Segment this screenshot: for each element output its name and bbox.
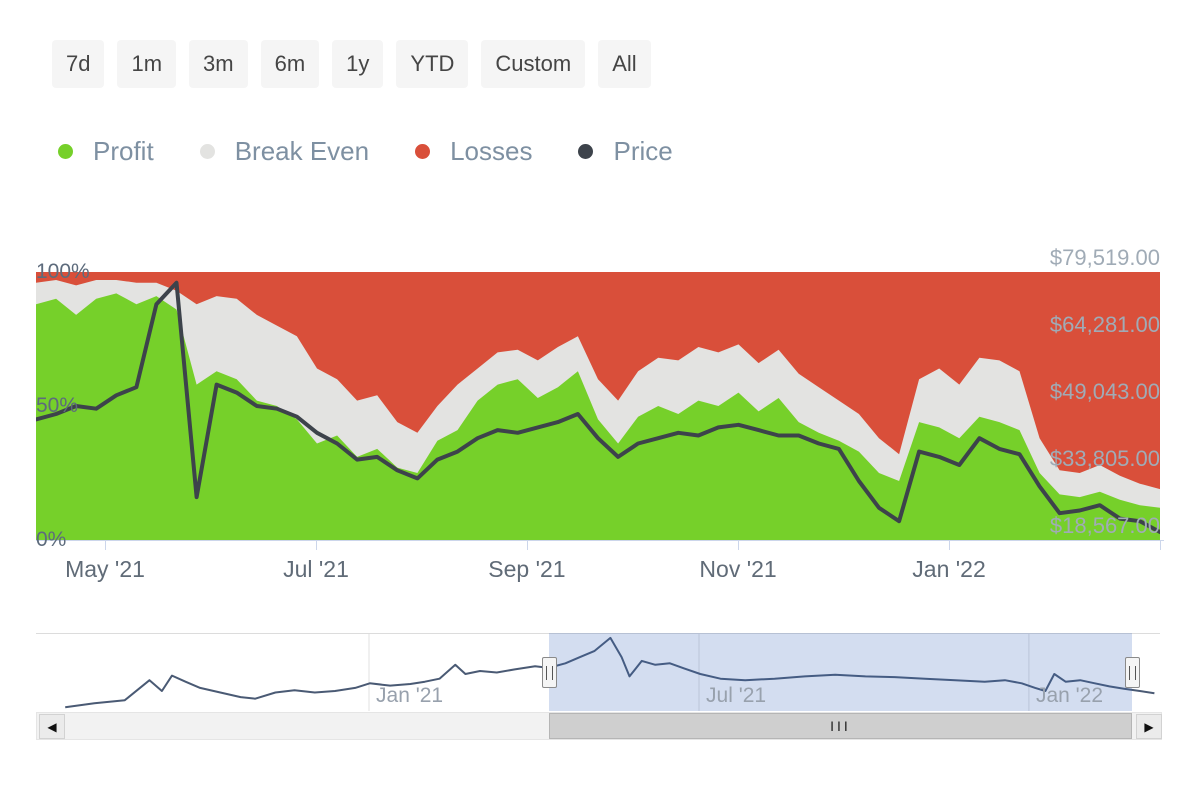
x-axis-label-nov21: Nov '21 bbox=[699, 556, 777, 582]
price-dot-icon bbox=[578, 144, 594, 159]
navigator-right-handle[interactable] bbox=[1125, 657, 1140, 688]
range-button-ytd[interactable]: YTD bbox=[396, 40, 469, 88]
losses-dot-icon bbox=[415, 144, 431, 159]
y-axis-right-label-1: $64,281.00 bbox=[1049, 312, 1160, 337]
navigator-selected-range[interactable] bbox=[548, 633, 1132, 711]
navigator-label-jul21: Jul '21 bbox=[706, 684, 767, 707]
navigator-left-handle[interactable] bbox=[541, 657, 557, 688]
y-axis-right-label-2: $49,043.00 bbox=[1049, 379, 1160, 404]
x-axis-tick bbox=[105, 540, 106, 550]
legend-label-price: Price bbox=[613, 136, 673, 166]
range-button-all[interactable]: All bbox=[598, 40, 651, 88]
x-axis-line bbox=[36, 540, 1164, 541]
navigator-label-jan21: Jan '21 bbox=[376, 684, 444, 707]
x-axis-label-sep21: Sep '21 bbox=[488, 556, 566, 582]
navigator-price-line bbox=[65, 636, 1155, 709]
range-button-1m[interactable]: 1m bbox=[117, 40, 177, 88]
x-axis-tick bbox=[315, 540, 317, 550]
scrollbar-left-arrow-icon[interactable]: ◀ bbox=[39, 714, 65, 739]
break-even-dot-icon bbox=[199, 144, 215, 159]
legend-item-break-even[interactable]: Break Even bbox=[199, 136, 370, 167]
legend-label-losses: Losses bbox=[450, 136, 533, 166]
scrollbar-grip-icon: III bbox=[830, 718, 851, 734]
range-button-custom[interactable]: Custom bbox=[481, 40, 586, 88]
legend-label-profit: Profit bbox=[93, 136, 154, 166]
profit-dot-icon bbox=[58, 144, 73, 159]
range-button-3m[interactable]: 3m bbox=[189, 40, 248, 88]
navigator-handle-icon bbox=[1129, 665, 1136, 680]
x-axis-label-jan22: Jan '22 bbox=[912, 556, 986, 582]
x-axis-tick bbox=[738, 540, 740, 550]
y-axis-left-label-0: 0% bbox=[36, 528, 67, 551]
profit-area bbox=[36, 293, 1160, 540]
range-button-1y[interactable]: 1y bbox=[332, 40, 384, 88]
scrollbar-thumb[interactable]: III bbox=[548, 713, 1132, 739]
navigator-label-jan22: Jan '22 bbox=[1035, 684, 1103, 707]
y-axis-right-label-3: $33,805.00 bbox=[1049, 446, 1160, 471]
y-axis-left-label-100: 100% bbox=[36, 260, 90, 283]
legend-item-losses[interactable]: Losses bbox=[415, 136, 532, 167]
x-axis-tick bbox=[526, 540, 528, 550]
x-axis-tick bbox=[1160, 540, 1161, 550]
legend-item-profit[interactable]: Profit bbox=[58, 136, 154, 167]
range-toolbar: 7d 1m 3m 6m 1y YTD Custom All bbox=[52, 40, 651, 88]
y-axis-left-label-50: 50% bbox=[36, 394, 79, 417]
x-axis-label-may21: May '21 bbox=[65, 556, 145, 582]
price-line bbox=[36, 280, 1160, 534]
chart-legend: Profit Break Even Losses Price bbox=[58, 136, 673, 167]
navigator-plot[interactable] bbox=[36, 634, 1160, 711]
x-axis-tick bbox=[949, 540, 951, 550]
legend-item-price[interactable]: Price bbox=[578, 136, 673, 167]
range-button-7d[interactable]: 7d bbox=[52, 40, 105, 88]
x-axis-label-jul21: Jul '21 bbox=[283, 556, 349, 582]
main-chart-plot[interactable] bbox=[36, 272, 1160, 540]
y-axis-right-label-0: $79,519.00 bbox=[1049, 245, 1160, 270]
y-axis-right-label-4: $18,567.00 bbox=[1049, 513, 1160, 538]
legend-label-break-even: Break Even bbox=[234, 136, 370, 166]
scrollbar-right-arrow-icon[interactable]: ▶ bbox=[1136, 714, 1162, 739]
navigator-border bbox=[36, 633, 1160, 634]
navigator-handle-icon bbox=[545, 665, 553, 680]
range-button-6m[interactable]: 6m bbox=[260, 40, 320, 88]
